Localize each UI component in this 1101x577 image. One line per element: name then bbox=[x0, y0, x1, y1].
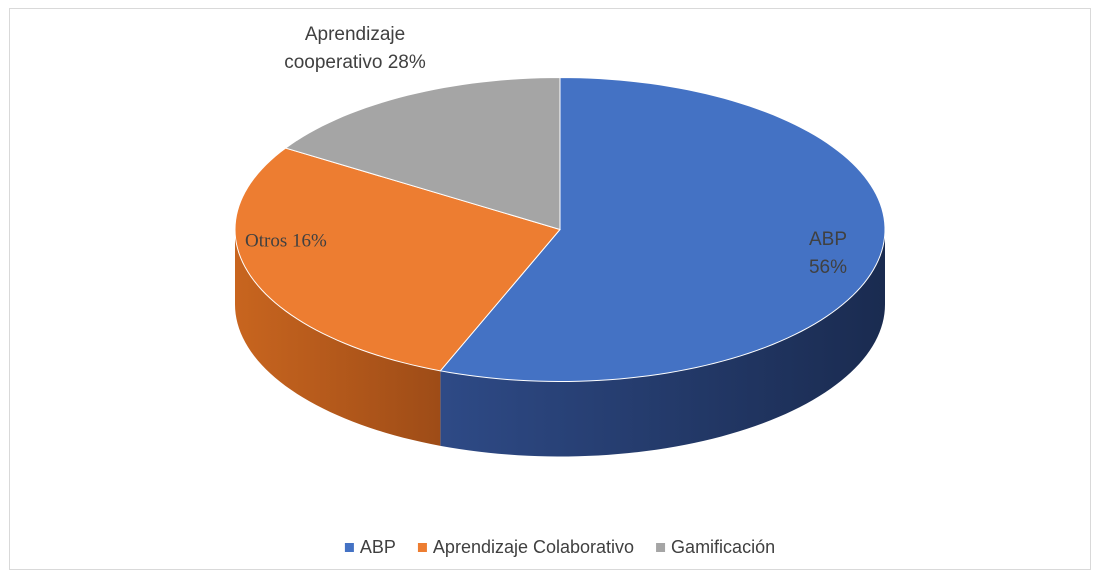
legend-swatch bbox=[344, 543, 354, 552]
slice bbox=[234, 147, 561, 372]
data-label: ABP bbox=[809, 229, 847, 250]
legend-item: ABP bbox=[344, 537, 396, 557]
slice bbox=[439, 76, 886, 382]
data-label: cooperativo 28% bbox=[284, 52, 426, 73]
legend-label: ABP bbox=[360, 537, 396, 557]
data-label: Otros 16% bbox=[245, 230, 327, 251]
slice-side bbox=[440, 229, 885, 457]
legend-swatch bbox=[656, 543, 666, 552]
legend-item: Aprendizaje Colaborativo bbox=[417, 537, 634, 557]
pie bbox=[234, 76, 886, 457]
legend-label: Gamificación bbox=[671, 537, 775, 557]
slice-side bbox=[235, 229, 441, 446]
legend: ABP Aprendizaje Colaborativo Gamificación bbox=[344, 537, 775, 557]
slice bbox=[284, 76, 561, 231]
data-label: 56% bbox=[809, 257, 847, 278]
legend-item: Gamificación bbox=[656, 537, 775, 557]
legend-label: Aprendizaje Colaborativo bbox=[433, 537, 634, 557]
data-label: Aprendizaje bbox=[305, 24, 405, 45]
legend-swatch bbox=[417, 543, 427, 552]
